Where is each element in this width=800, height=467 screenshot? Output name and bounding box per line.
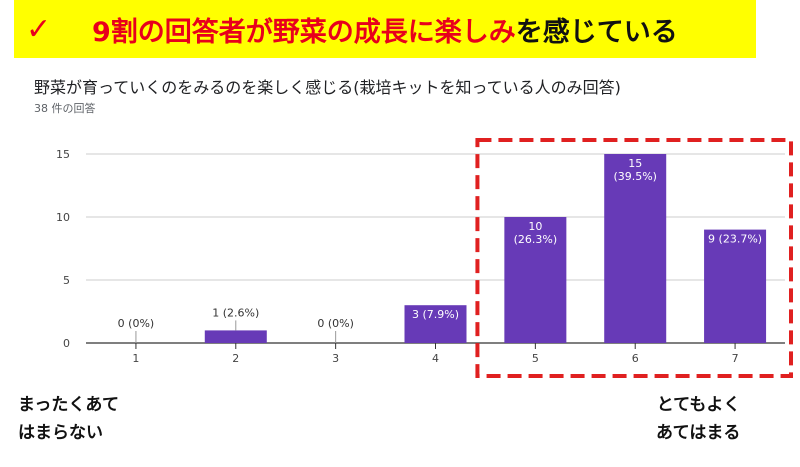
y-tick-label: 0 xyxy=(63,337,70,350)
bar xyxy=(604,154,667,343)
data-label: 0 (0%) xyxy=(118,317,155,330)
headline-highlight: 9割の回答者が野菜の成長に楽しみ xyxy=(92,16,516,48)
bar xyxy=(204,330,267,343)
data-label: 0 (0%) xyxy=(317,317,354,330)
bar xyxy=(404,305,467,343)
y-tick-label: 5 xyxy=(63,274,70,287)
headline-rest: を感じている xyxy=(515,16,678,48)
data-label: 9 (23.7%) xyxy=(708,233,762,246)
x-tick-label: 6 xyxy=(632,352,639,365)
checkmark-icon: ✓ xyxy=(26,11,52,47)
data-label: 10 xyxy=(528,220,542,233)
y-tick-label: 10 xyxy=(56,211,70,224)
x-tick-label: 3 xyxy=(332,352,339,365)
x-tick-label: 7 xyxy=(732,352,739,365)
data-label: 3 (7.9%) xyxy=(412,308,459,321)
data-label: (39.5%) xyxy=(613,170,657,183)
response-count: 38 件の回答 xyxy=(34,102,96,115)
x-tick-label: 2 xyxy=(232,352,239,365)
headline-banner: ✓ 9割の回答者が野菜の成長に楽しみ を感じている xyxy=(14,0,756,58)
data-label: 15 xyxy=(628,157,642,170)
scale-low-label: まったくあて はまらない xyxy=(18,391,119,447)
scale-high-label: とてもよく あてはまる xyxy=(656,391,740,447)
scale-low-line-1: まったくあて xyxy=(18,395,119,415)
data-label: (26.3%) xyxy=(514,233,558,246)
y-tick-label: 15 xyxy=(56,148,70,161)
bar xyxy=(704,229,767,343)
highlight-box xyxy=(475,138,793,378)
x-tick-label: 1 xyxy=(132,352,139,365)
x-tick-label: 5 xyxy=(532,352,539,365)
scale-low-line-2: はまらない xyxy=(18,423,103,443)
question-title: 野菜が育っていくのをみるのを楽しく感じる(栽培キットを知っている人のみ回答) xyxy=(34,78,621,97)
data-label: 1 (2.6%) xyxy=(212,306,259,319)
scale-high-line-1: とてもよく xyxy=(656,395,741,415)
x-tick-label: 4 xyxy=(432,352,439,365)
scale-high-line-2: あてはまる xyxy=(656,423,741,443)
bar xyxy=(504,217,567,343)
